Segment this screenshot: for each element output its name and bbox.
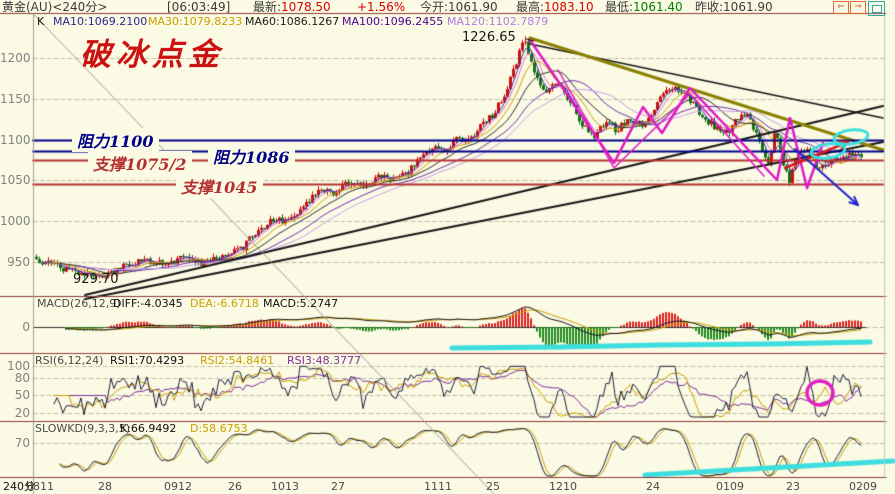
x-axis-label[interactable]: 1013: [271, 480, 299, 493]
last-price-label: 最新:: [253, 0, 282, 14]
y-axis-label: 100: [7, 359, 30, 373]
high-price-value: 1083.10: [544, 0, 594, 14]
high-price-field: 最高:1083.10: [516, 1, 594, 14]
y-axis-label: 1000: [0, 214, 31, 228]
open-price-label: 今开:: [420, 0, 449, 14]
low-price-label: 最低:: [605, 0, 634, 14]
x-axis-label[interactable]: 0209: [849, 480, 877, 493]
y-axis-label: 1150: [0, 92, 31, 106]
kline-label: K: [37, 15, 45, 28]
macd-macd-value: MACD:5.2747: [263, 297, 339, 310]
ma30-value: MA30:1079.8233: [148, 15, 243, 28]
y-axis-label: 50: [14, 388, 30, 402]
resistance-1100-label: 阻力1100: [72, 128, 159, 152]
low-price-value: 1061.40: [633, 0, 683, 14]
y-axis-label: 950: [7, 255, 30, 269]
x-axis-label[interactable]: 0811: [26, 480, 54, 493]
x-axis-label[interactable]: 0109: [716, 480, 744, 493]
rsi1-value: RSI1:70.4293: [110, 354, 185, 367]
window-icon-inner: [872, 5, 882, 13]
open-price-value: 1061.90: [448, 0, 498, 14]
ma100-value: MA100:1096.2455: [342, 15, 444, 28]
prev-close-label: 昨收:: [695, 0, 724, 14]
high-price-label: 最高:: [516, 0, 545, 14]
x-axis-label[interactable]: 25: [486, 480, 500, 493]
last-price-field: 最新:1078.50: [253, 1, 331, 14]
resistance-1086-label: 阻力1086: [208, 144, 295, 168]
y-axis-label: 80: [14, 371, 30, 385]
kd-k-value: K:66.9492: [120, 422, 177, 435]
kd-d-value: D:58.6753: [190, 422, 248, 435]
support-1045-label: 支撑1045: [176, 174, 263, 198]
x-axis-label[interactable]: 27: [331, 480, 345, 493]
window-icon[interactable]: [868, 1, 885, 16]
x-axis-label[interactable]: 0912: [164, 480, 192, 493]
low-price-annotation: 929.70: [73, 272, 119, 287]
x-axis-label[interactable]: 23: [786, 480, 800, 493]
x-axis-label[interactable]: 26: [228, 480, 242, 493]
symbol-period: 黄金(AU)<240分>: [2, 0, 108, 14]
ma60-value: MA60:1086.1267: [245, 15, 340, 28]
back-arrow-icon[interactable]: ⇐: [833, 1, 849, 14]
prev-close-field: 昨收:1061.90: [695, 1, 773, 14]
y-axis-label: 20: [14, 406, 30, 420]
change-percent: +1.56%: [357, 0, 406, 14]
y-axis-label: 70: [14, 436, 30, 450]
y-axis-label: 1050: [0, 173, 31, 187]
x-axis-label[interactable]: 28: [98, 480, 112, 493]
macd-dea-value: DEA:-6.6718: [190, 297, 259, 310]
x-axis-label[interactable]: 1210: [549, 480, 577, 493]
rsi3-value: RSI3:48.3777: [287, 354, 362, 367]
y-axis-label: 1100: [0, 133, 31, 147]
macd-title: MACD(26,12,9): [37, 297, 121, 310]
ma120-value: MA120:1102.7879: [447, 15, 549, 28]
prev-close-value: 1061.90: [723, 0, 773, 14]
peak-price-annotation: 1226.65: [462, 30, 516, 45]
open-price-field: 今开:1061.90: [420, 1, 498, 14]
quote-time: [06:03:49]: [167, 0, 231, 14]
rsi2-value: RSI2:54.8461: [200, 354, 275, 367]
ma10-value: MA10:1069.2100: [53, 15, 148, 28]
period-label[interactable]: 240分: [3, 480, 35, 493]
kd-title: SLOWKD(9,3,3,5): [35, 422, 131, 435]
support-1075-label: 支撑1075/2: [88, 151, 192, 175]
last-price-value: 1078.50: [281, 0, 331, 14]
y-axis-label: 1200: [0, 51, 31, 65]
low-price-field: 最低:1061.40: [605, 1, 683, 14]
x-axis-label[interactable]: 1111: [424, 480, 452, 493]
x-axis-label[interactable]: 24: [646, 480, 660, 493]
watermark-text: 破冰点金: [80, 37, 224, 73]
y-axis-label: 0: [22, 320, 30, 334]
forward-arrow-icon[interactable]: ⇒: [850, 1, 866, 14]
macd-diff-value: DIFF:-4.0345: [113, 297, 183, 310]
rsi-title: RSI(6,12,24): [35, 354, 104, 367]
